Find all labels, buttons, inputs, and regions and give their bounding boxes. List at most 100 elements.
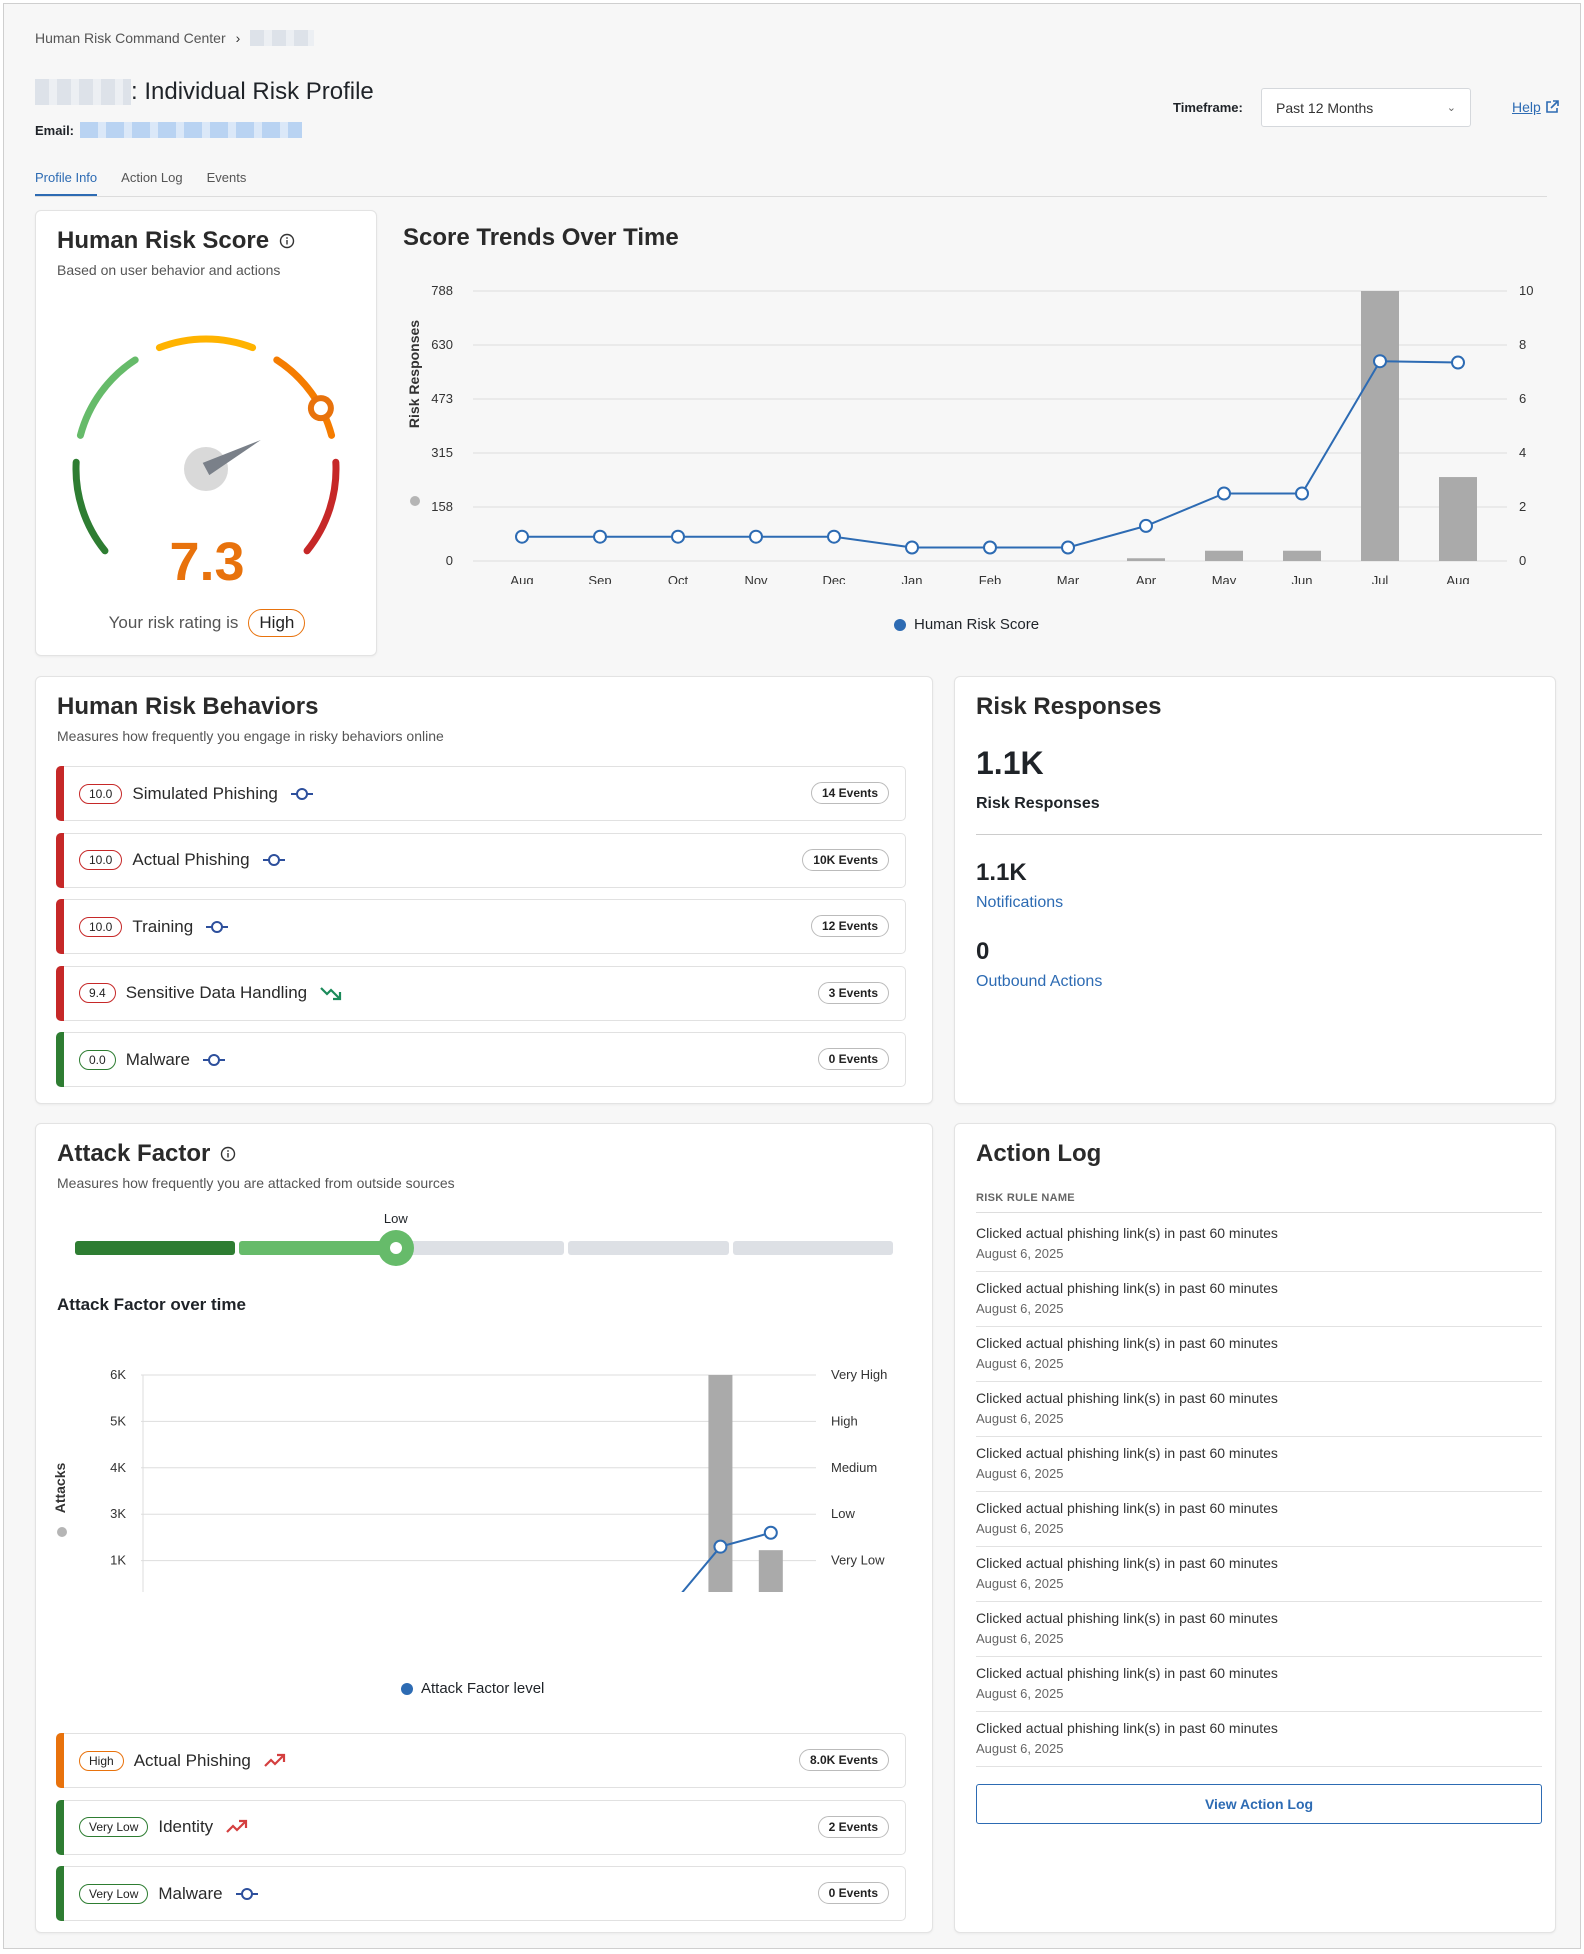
y-right-tick: Low [831,1506,855,1521]
human-risk-score-point[interactable] [749,529,763,544]
human-risk-score-point[interactable] [983,540,997,555]
trend-down-icon [320,987,342,1001]
view-action-log-button[interactable]: View Action Log [976,1784,1542,1824]
behavior-name: Simulated Phishing [132,783,278,803]
x-tick: May [1212,573,1237,584]
gauge-segment-very-low [72,458,109,555]
behavior-row[interactable]: 10.0 Training 12 Events [56,899,906,954]
behavior-name: Malware [125,1049,190,1069]
breadcrumb-root-link[interactable]: Human Risk Command Center [35,30,226,46]
severity-bar [56,1799,64,1855]
external-link-icon [1545,100,1559,113]
events-count-badge: 14 Events [810,782,889,804]
human-risk-score-point[interactable] [1217,486,1231,501]
events-count-badge: 3 Events [817,981,889,1004]
events-count-badge: 10K Events [802,848,889,871]
trends-y-axis-marker [410,496,420,506]
attack-factor-point[interactable] [713,1539,728,1554]
behavior-score-badge: 10.0 [79,850,123,870]
info-icon[interactable] [279,233,295,249]
behavior-name: Actual Phishing [132,850,250,869]
action-log-title: Action Log [976,1140,1102,1167]
score-trends-chart: 0 158 315 473 630 788 0 2 4 6 8 10 Aug Sep Oct Nov Dec Ja… [406,283,1533,584]
trend-up-icon [264,1753,285,1767]
behavior-row[interactable]: 10.0 Simulated Phishing 14 Events [56,766,906,821]
gauge-segment-medium [155,335,257,352]
attack-chart-title: Attack Factor over time [57,1295,246,1314]
x-tick: Jul [1372,573,1389,584]
action-log-date: August 6, 2025 [976,1686,1064,1701]
action-log-item[interactable]: Clicked actual phishing link(s) in past … [976,1217,1542,1272]
legend-dot-icon [894,618,906,631]
action-log-item[interactable]: Clicked actual phishing link(s) in past … [976,1547,1542,1602]
attack-factor-subtitle: Measures how frequently you are attacked… [57,1175,455,1191]
x-tick: Sep [588,573,611,584]
action-log-date: August 6, 2025 [976,1631,1064,1646]
action-log-item[interactable]: Clicked actual phishing link(s) in past … [976,1272,1542,1327]
action-log-item[interactable]: Clicked actual phishing link(s) in past … [976,1712,1542,1767]
risk-rating-prefix: Your risk rating is [108,613,239,632]
gauge-segment-very-high [303,458,340,555]
y-right-tick: Very Low [831,1553,885,1568]
human-risk-score-point[interactable] [827,529,841,544]
action-log-card: Action Log RISK RULE NAME Clicked actual… [954,1123,1556,1933]
outbound-actions-link[interactable]: Outbound Actions [976,973,1103,990]
behavior-score-badge: 10.0 [79,783,123,804]
human-risk-score-point[interactable] [1295,486,1309,501]
y-left-tick: 158 [431,499,453,514]
page-title: : Individual Risk Profile [35,78,374,106]
behavior-row[interactable]: 9.4 Sensitive Data Handling 3 Events [56,965,906,1021]
notifications-link[interactable]: Notifications [976,894,1064,911]
y-left-tick: 788 [431,283,453,298]
action-log-item[interactable]: Clicked actual phishing link(s) in past … [976,1327,1542,1382]
action-log-item[interactable]: Clicked actual phishing link(s) in past … [976,1492,1542,1547]
attack-level-segment [568,1241,729,1255]
behavior-row[interactable]: 0.0 Malware 0 Events [56,1032,906,1087]
trends-title: Score Trends Over Time [403,224,679,251]
y-left-tick: 4K [110,1460,126,1475]
chevron-down-icon: ⌄ [1446,102,1456,114]
human-risk-score-point[interactable] [1373,354,1387,369]
help-link[interactable]: Help [1512,99,1559,115]
tab-events[interactable]: Events [206,170,247,185]
x-tick: Dec [822,573,846,584]
action-log-date: August 6, 2025 [976,1466,1064,1481]
human-risk-score-point[interactable] [1061,540,1075,555]
gauge-segment-high [273,356,336,439]
risk-score-card: Human Risk Score Based on user behavior … [35,210,377,656]
attack-factor-point[interactable] [763,1525,778,1540]
action-log-rule: Clicked actual phishing link(s) in past … [976,1665,1278,1681]
tab-action-log[interactable]: Action Log [121,170,183,185]
human-risk-score-point[interactable] [1139,518,1153,533]
action-log-item[interactable]: Clicked actual phishing link(s) in past … [976,1657,1542,1712]
human-risk-score-point[interactable] [593,529,607,544]
human-risk-score-point[interactable] [1451,355,1465,370]
attack-vector-row[interactable]: High Actual Phishing 8.0K Events [56,1733,906,1788]
attack-level-badge: High [79,1750,124,1771]
action-log-rule: Clicked actual phishing link(s) in past … [976,1720,1278,1736]
y-left-tick: 6K [110,1367,126,1382]
info-icon[interactable] [220,1146,236,1162]
action-log-item[interactable]: Clicked actual phishing link(s) in past … [976,1602,1542,1657]
human-risk-score-point[interactable] [905,540,919,555]
action-log-item[interactable]: Clicked actual phishing link(s) in past … [976,1437,1542,1492]
human-risk-score-point[interactable] [515,529,529,544]
user-name-redacted [35,79,131,105]
behavior-row[interactable]: 10.0 Actual Phishing 10K Events [56,832,906,888]
attack-vector-row[interactable]: Very Low Identity 2 Events [56,1799,906,1855]
attack-level-segment [732,1241,893,1255]
y-right-tick: Very High [831,1367,887,1382]
chevron-right-icon: › [235,30,241,46]
action-log-rule: Clicked actual phishing link(s) in past … [976,1225,1278,1241]
human-risk-score-point[interactable] [671,529,685,544]
attack-vector-name: Actual Phishing [133,1750,251,1770]
x-tick: Oct [668,573,689,584]
email-redacted [80,122,303,138]
timeframe-select[interactable]: Past 12 Months ⌄ [1261,88,1471,127]
gauge-needle [202,439,261,476]
tab-profile-info[interactable]: Profile Info [35,170,98,196]
attack-vector-row[interactable]: Very Low Malware 0 Events [56,1866,906,1921]
email-row: Email: [35,122,303,138]
action-log-item[interactable]: Clicked actual phishing link(s) in past … [976,1382,1542,1437]
